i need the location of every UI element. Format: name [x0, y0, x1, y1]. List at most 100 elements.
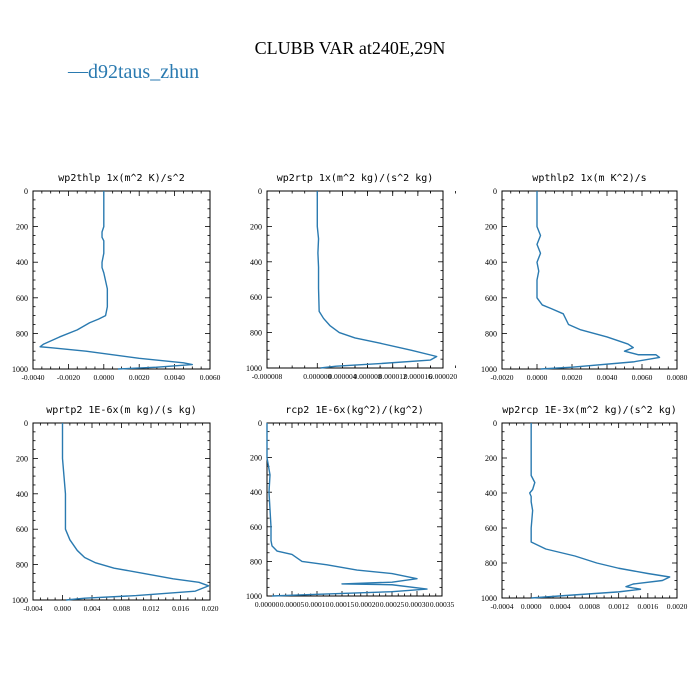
y-tick-label: 0: [24, 187, 28, 196]
x-tick-label: 0.000: [54, 604, 71, 613]
panel-3: wpthlp2 1x(m K^2)/s 0 200 400 600 800 1000-0.0…: [481, 173, 688, 382]
panel-5: rcp2 1E-6x(kg^2)/(kg^2) 0 200 400 600 800 1000…: [246, 405, 454, 609]
series-line: [266, 423, 428, 597]
x-tick-label: 0.00000: [255, 600, 280, 609]
x-tick-label: 0.016: [172, 604, 189, 613]
y-tick-label: 1000: [12, 365, 28, 374]
y-tick-label: 200: [16, 454, 28, 463]
x-tick-label: 0.00025: [380, 600, 405, 609]
y-tick-label: 600: [485, 294, 497, 303]
x-tick-label: -0.0020: [490, 373, 513, 382]
x-tick-label: 0.012: [143, 604, 160, 613]
x-tick-label: 0.00035: [430, 600, 455, 609]
x-tick-label: 0.000016: [404, 372, 432, 381]
panel-4: wprtp2 1E-6x(m kg)/(s kg) 0 200 400 600 800 10…: [12, 405, 219, 613]
x-tick-label: 0.020: [202, 604, 219, 613]
y-tick-label: 800: [16, 561, 28, 570]
panel-title: wp2thlp 1x(m^2 K)/s^2: [58, 173, 184, 184]
x-tick-label: 0.00030: [405, 600, 430, 609]
panel-title: wpthlp2 1x(m K^2)/s: [532, 173, 646, 184]
x-tick-label: 0.0040: [164, 373, 185, 382]
series-line: [536, 191, 661, 370]
x-tick-label: 0.0004: [550, 602, 571, 611]
x-tick-label: 0.000004: [328, 372, 356, 381]
y-tick-label: 400: [16, 490, 28, 499]
x-tick-label: -0.0040: [21, 373, 44, 382]
plot-frame: [32, 190, 211, 370]
y-tick-label: 600: [16, 294, 28, 303]
series-line: [316, 191, 438, 369]
panels: wp2thlp 1x(m^2 K)/s^202004006008001000-0…: [12, 173, 688, 613]
x-tick-label: 0.0012: [608, 602, 629, 611]
x-tick-label: -0.000008: [252, 372, 283, 381]
x-tick-label: 0.0000: [521, 602, 542, 611]
y-tick-label: 800: [16, 329, 28, 338]
x-tick-label: 0.0008: [579, 602, 600, 611]
y-tick-label: 400: [485, 258, 497, 267]
y-tick-label: 800: [250, 557, 262, 566]
y-tick-label: 1000: [12, 596, 28, 605]
y-tick-label: 600: [250, 293, 262, 302]
x-tick-label: 0.0060: [200, 373, 221, 382]
panel-1: wp2thlp 1x(m^2 K)/s^202004006008001000-0…: [12, 173, 221, 382]
y-tick-label: 600: [250, 523, 262, 532]
panel-title: rcp2 1E-6x(kg^2)/(kg^2): [285, 405, 423, 416]
y-tick-label: 400: [16, 258, 28, 267]
x-tick-label: 0.0000: [527, 373, 548, 382]
y-tick-label: 0: [493, 419, 497, 428]
y-tick-label: 200: [485, 223, 497, 232]
plot-frame: [266, 190, 444, 369]
panel-title: wprtp2 1E-6x(m kg)/(s kg): [46, 405, 197, 416]
x-tick-label: 0.0040: [597, 373, 618, 382]
legend-label: d92taus_zhun: [88, 61, 199, 83]
y-tick-label: 400: [250, 488, 262, 497]
y-tick-label: 600: [16, 525, 28, 534]
panel-6: wp2rcp 1E-3x(m^2 kg)/(s^2 kg) 0 200 400 600 8…: [481, 405, 688, 611]
x-tick-label: 0.0016: [638, 602, 659, 611]
legend-symbol: —: [67, 60, 89, 82]
y-tick-label: 1000: [481, 365, 497, 374]
y-tick-label: 200: [485, 454, 497, 463]
y-tick-label: 0: [24, 419, 28, 428]
plot-frame: [501, 190, 678, 370]
y-tick-label: 0: [493, 187, 497, 196]
y-tick-label: 1000: [246, 592, 262, 601]
series-line: [39, 191, 193, 370]
y-tick-label: 200: [250, 222, 262, 231]
y-tick-label: 200: [16, 223, 28, 232]
panel-2: wp2rtp 1x(m^2 kg)/(s^2 kg) 0 200 400 600 800 1…: [246, 173, 457, 381]
series-line: [529, 423, 671, 599]
panel-title: wp2rcp 1E-3x(m^2 kg)/(s^2 kg): [502, 405, 677, 416]
y-tick-label: 200: [250, 454, 262, 463]
x-tick-label: 0.008: [113, 604, 130, 613]
y-tick-label: 1000: [246, 364, 262, 373]
plot-frame: [501, 422, 678, 599]
y-tick-label: 1000: [481, 594, 497, 603]
x-tick-label: 0.0020: [129, 373, 150, 382]
x-tick-label: 0.000000: [303, 372, 331, 381]
x-tick-label: 0.000020: [429, 372, 457, 381]
y-tick-label: 600: [485, 524, 497, 533]
x-tick-label: -0.0020: [57, 373, 80, 382]
x-tick-label: 0.0000: [93, 373, 114, 382]
y-tick-label: 0: [258, 187, 262, 196]
y-tick-label: 800: [485, 329, 497, 338]
y-tick-label: 0: [258, 419, 262, 428]
figure-legend: — d92taus_zhun: [67, 60, 199, 83]
x-tick-label: 0.0020: [667, 602, 688, 611]
x-tick-label: 0.00015: [330, 600, 355, 609]
panel-title: wp2rtp 1x(m^2 kg)/(s^2 kg): [277, 173, 434, 184]
x-tick-label: 0.00005: [280, 600, 305, 609]
x-tick-label: -0.004: [23, 604, 43, 613]
x-tick-label: 0.0060: [632, 373, 653, 382]
x-tick-label: -0.0004: [490, 602, 513, 611]
figure-title: CLUBB VAR at240E,29N: [255, 38, 446, 58]
x-tick-label: 0.004: [84, 604, 101, 613]
y-tick-label: 800: [250, 329, 262, 338]
y-tick-label: 400: [485, 489, 497, 498]
x-tick-label: 0.00020: [355, 600, 380, 609]
series-line: [61, 423, 210, 601]
plot-frame: [32, 422, 211, 601]
x-tick-label: 0.0080: [667, 373, 688, 382]
